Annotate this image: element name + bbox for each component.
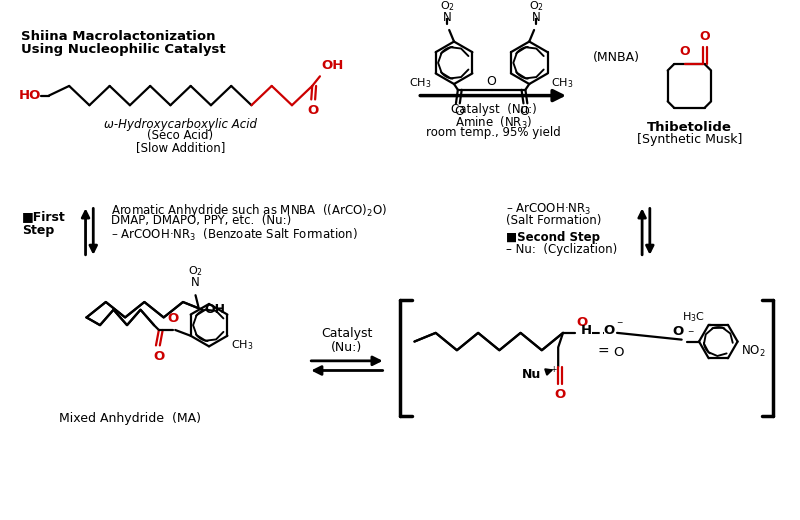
Text: NO$_2$: NO$_2$ <box>741 344 766 359</box>
Text: – Nu:  (Cyclization): – Nu: (Cyclization) <box>506 243 618 256</box>
Text: (Nu:): (Nu:) <box>331 341 362 354</box>
Text: [Slow Addition]: [Slow Addition] <box>136 141 226 154</box>
Text: O: O <box>554 388 566 401</box>
Text: Thibetolide: Thibetolide <box>647 121 732 134</box>
Text: CH$_3$: CH$_3$ <box>410 76 432 90</box>
Text: Catalyst: Catalyst <box>322 327 373 340</box>
Text: O: O <box>454 105 464 118</box>
Text: OH: OH <box>204 303 225 316</box>
Text: DMAP, DMAPO, PPY, etc.  (Nu:): DMAP, DMAPO, PPY, etc. (Nu:) <box>110 214 291 227</box>
Text: OH: OH <box>322 59 344 72</box>
Text: ω-Hydroxycarboxylic Acid: ω-Hydroxycarboxylic Acid <box>104 118 257 131</box>
Text: (Seco Acid): (Seco Acid) <box>147 129 214 142</box>
Text: N: N <box>443 11 452 24</box>
Text: H$_3$C: H$_3$C <box>682 310 705 324</box>
Text: $^+$: $^+$ <box>549 366 558 375</box>
Text: Catalyst  (Nu:): Catalyst (Nu:) <box>450 103 537 116</box>
Text: (MNBA): (MNBA) <box>593 50 640 63</box>
Text: O: O <box>519 105 530 118</box>
Text: O: O <box>307 105 319 118</box>
Text: CH$_3$: CH$_3$ <box>231 339 254 353</box>
Text: Using Nucleophilic Catalyst: Using Nucleophilic Catalyst <box>21 43 226 56</box>
Text: Mixed Anhydride  (MA): Mixed Anhydride (MA) <box>59 412 201 425</box>
Text: O$_2$: O$_2$ <box>440 0 454 12</box>
Text: [Synthetic Musk]: [Synthetic Musk] <box>637 133 742 146</box>
Text: O: O <box>168 312 179 325</box>
Text: H: H <box>581 324 592 337</box>
Text: ■First: ■First <box>22 210 66 223</box>
Text: N: N <box>191 277 200 290</box>
Text: Shiina Macrolactonization: Shiina Macrolactonization <box>21 30 215 43</box>
Text: room temp., 95% yield: room temp., 95% yield <box>426 126 561 139</box>
Text: O$_2$: O$_2$ <box>529 0 543 12</box>
Text: O: O <box>672 324 683 337</box>
Text: O: O <box>486 75 497 88</box>
Text: HO: HO <box>19 89 41 102</box>
Text: – ArCOOH·NR$_3$  (Benzoate Salt Formation): – ArCOOH·NR$_3$ (Benzoate Salt Formation… <box>110 227 358 243</box>
Text: O: O <box>604 324 615 337</box>
Text: – ArCOOH·NR$_3$: – ArCOOH·NR$_3$ <box>506 202 591 217</box>
Text: $^-$: $^-$ <box>686 329 694 339</box>
Text: N: N <box>532 11 540 24</box>
Text: O: O <box>154 350 165 363</box>
Text: O: O <box>577 316 588 329</box>
Text: O: O <box>679 45 690 58</box>
Text: Nu: Nu <box>522 368 541 381</box>
Text: Step: Step <box>22 224 54 237</box>
Text: O$_2$: O$_2$ <box>188 264 203 278</box>
Text: O: O <box>613 346 624 359</box>
Text: $^-$: $^-$ <box>615 320 624 330</box>
Text: (Salt Formation): (Salt Formation) <box>506 214 602 227</box>
Text: ■Second Step: ■Second Step <box>506 231 600 244</box>
Text: =: = <box>598 345 610 359</box>
Text: CH$_3$: CH$_3$ <box>551 76 574 90</box>
Text: O: O <box>699 30 710 43</box>
Text: Aromatic Anhydride such as MNBA  ((ArCO)$_2$O): Aromatic Anhydride such as MNBA ((ArCO)$… <box>110 202 386 219</box>
Text: Amine  (NR$_3$): Amine (NR$_3$) <box>455 115 532 131</box>
